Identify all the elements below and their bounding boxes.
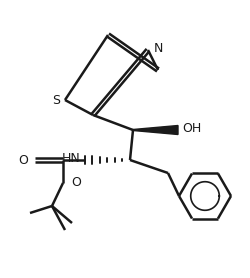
Text: OH: OH	[181, 123, 201, 135]
Text: O: O	[71, 177, 81, 190]
Text: S: S	[52, 93, 60, 106]
Text: O: O	[18, 153, 28, 167]
Text: N: N	[153, 41, 162, 54]
Text: HN: HN	[62, 153, 81, 165]
Polygon shape	[132, 125, 177, 135]
